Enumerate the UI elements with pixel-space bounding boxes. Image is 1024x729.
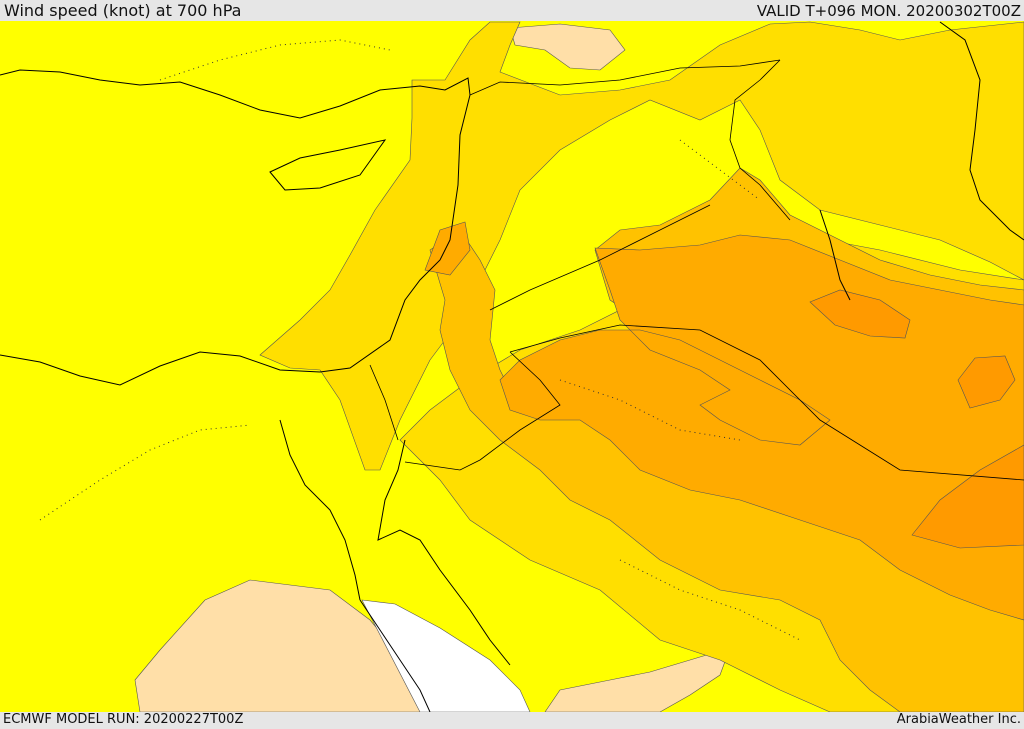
header-bar: Wind speed (knot) at 700 hPa VALID T+096… bbox=[0, 0, 1024, 21]
border-egypt-israel bbox=[369, 364, 399, 441]
border-turkey-syria bbox=[469, 59, 781, 96]
dotted-line-3 bbox=[559, 379, 741, 441]
coast-cyprus bbox=[269, 139, 387, 191]
coast-redsea-west bbox=[359, 599, 431, 712]
band-5-east bbox=[957, 355, 1016, 409]
coast-gulf bbox=[819, 209, 851, 301]
credit: ArabiaWeather Inc. bbox=[896, 712, 1021, 727]
coastlines bbox=[0, 21, 1024, 712]
dotted-line-2 bbox=[159, 39, 391, 81]
border-iraq-iran bbox=[729, 59, 791, 221]
band-low-turkey bbox=[509, 23, 626, 71]
wind-speed-map bbox=[0, 21, 1024, 712]
band-5-southeast bbox=[911, 444, 1024, 549]
border-jordan-iraq bbox=[509, 324, 1024, 481]
valid-time: VALID T+096 MON. 20200302T00Z bbox=[756, 2, 1021, 20]
border-jordan-saudi bbox=[404, 351, 561, 471]
map-title: Wind speed (knot) at 700 hPa bbox=[4, 1, 242, 20]
coast-caspian bbox=[939, 21, 1024, 241]
band-lowest-redsea bbox=[361, 599, 531, 712]
borders bbox=[369, 59, 1024, 481]
coast-egypt-north bbox=[0, 351, 321, 386]
dotted-line-1 bbox=[39, 424, 251, 521]
dotted-line-5 bbox=[679, 139, 761, 201]
border-syria-iraq bbox=[489, 204, 711, 311]
coast-turkey-south bbox=[0, 69, 471, 119]
model-run: ECMWF MODEL RUN: 20200227T00Z bbox=[3, 712, 244, 727]
coast-aqaba bbox=[377, 439, 511, 666]
dotted-lines bbox=[39, 39, 801, 641]
band-5-gulf bbox=[809, 289, 911, 339]
coast-sinai-suez bbox=[279, 419, 361, 601]
band-4-levant-patch bbox=[424, 221, 471, 276]
coast-levant bbox=[319, 94, 471, 373]
footer-bar: ECMWF MODEL RUN: 20200227T00Z ArabiaWeat… bbox=[0, 712, 1024, 729]
